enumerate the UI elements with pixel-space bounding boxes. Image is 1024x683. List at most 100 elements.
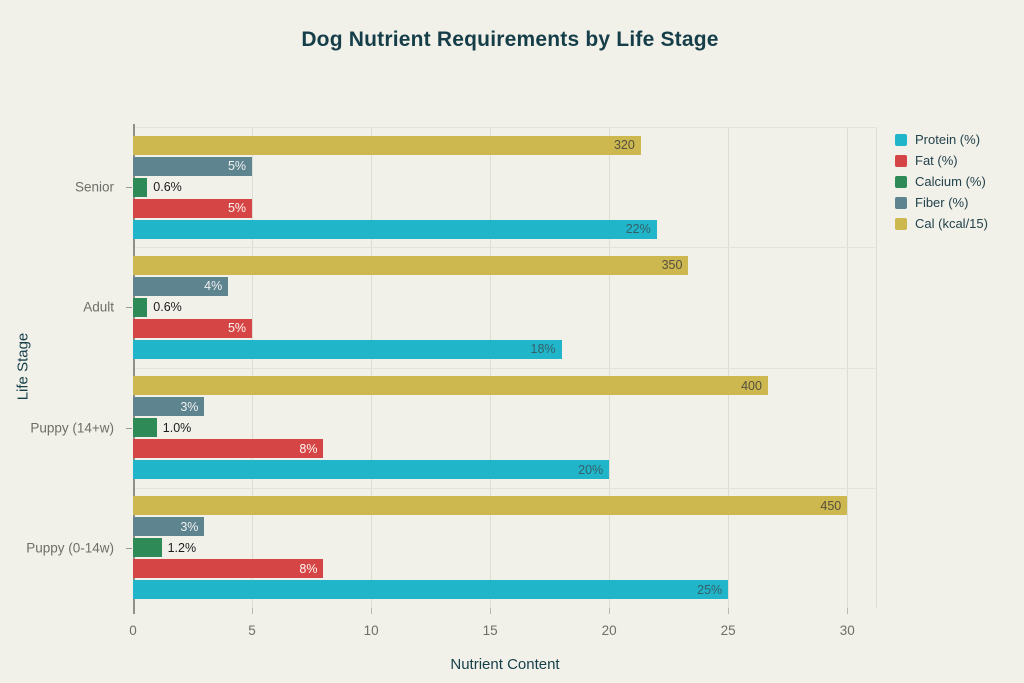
- x-axis-title: Nutrient Content: [450, 656, 560, 673]
- bar-value-label: 5%: [227, 321, 247, 336]
- plot-area: 320 5% 0.6% 5% 22% 350 4% 0.6% 5% 18% 400 3% 1.0% 8% 2…: [133, 124, 877, 614]
- bar-fiber-adult: 4%: [133, 276, 229, 296]
- x-tick-mark: [133, 608, 134, 614]
- bar-protein-senior: 22%: [133, 219, 657, 239]
- y-tick-label-puppy-14-w: Puppy (14+w): [30, 420, 114, 436]
- x-tick-label: 30: [839, 623, 855, 638]
- bar-group-puppy-14-w: 400 3% 1.0% 8% 20%: [133, 368, 877, 488]
- bar-cal-kcal-15-puppy-14-w: 400: [133, 376, 768, 396]
- bar-value-label: 0.6%: [153, 300, 182, 315]
- bar-value-label: 20%: [578, 462, 604, 477]
- bar-cal-kcal-15-puppy-0-14w: 450: [133, 496, 848, 516]
- bar-fat-puppy-14-w: 8%: [133, 439, 324, 459]
- bar-row: 450: [133, 496, 877, 516]
- legend-swatch: [895, 175, 907, 188]
- x-tick-mark: [609, 608, 611, 614]
- legend-item-fiber: Fiber (%): [895, 195, 988, 210]
- bar-calcium-puppy-0-14w: 1.2%: [133, 538, 196, 558]
- bar-calcium-adult: 0.6%: [133, 297, 182, 317]
- bar-value-label: 3%: [180, 399, 199, 414]
- y-axis-line: [133, 124, 135, 614]
- bar-protein-adult: 18%: [133, 339, 562, 359]
- bar-protein-puppy-14-w: 20%: [133, 460, 610, 480]
- y-tick-label-puppy-0-14w: Puppy (0-14w): [26, 540, 114, 556]
- bar-row: 350: [133, 255, 877, 275]
- bar-row: 3%: [133, 517, 877, 537]
- bar-row: 25%: [133, 580, 877, 600]
- y-tick-dash: [126, 307, 132, 309]
- legend-swatch: [895, 133, 907, 146]
- bar-group-senior: 320 5% 0.6% 5% 22%: [133, 127, 877, 247]
- bar-group-adult: 350 4% 0.6% 5% 18%: [133, 247, 877, 367]
- bar-row: 5%: [133, 318, 877, 338]
- x-tick-label: 15: [482, 623, 498, 638]
- group-separator: [133, 487, 877, 489]
- legend-item-cal-kcal-15: Cal (kcal/15): [895, 216, 988, 231]
- bar-value-label: 1.0%: [162, 420, 192, 435]
- bar-fiber-puppy-14-w: 3%: [133, 397, 205, 417]
- bar-value-label: 3%: [180, 519, 199, 534]
- bar-row: 1.2%: [133, 538, 877, 558]
- y-tick-dash: [126, 427, 132, 429]
- group-separator: [133, 367, 877, 369]
- bar-row: 0.6%: [133, 297, 877, 317]
- bar-value-label: 1.2%: [167, 540, 197, 555]
- x-tick-label: 25: [720, 623, 736, 638]
- bar-fat-senior: 5%: [133, 198, 253, 218]
- bar-row: 5%: [133, 156, 877, 176]
- chart-title: Dog Nutrient Requirements by Life Stage: [301, 28, 719, 51]
- legend: Protein (%) Fat (%) Calcium (%) Fiber (%) Ca…: [895, 132, 988, 231]
- x-tick-mark: [490, 608, 492, 614]
- legend-label: Calcium (%): [915, 174, 986, 189]
- bar-calcium-puppy-14-w: 1.0%: [133, 418, 191, 438]
- bar-value-label: 0.6%: [153, 180, 182, 195]
- bar-group-puppy-0-14w: 450 3% 1.2% 8% 25%: [133, 488, 877, 608]
- bar-row: 1.0%: [133, 418, 877, 438]
- bar-calcium-senior: 0.6%: [133, 177, 182, 197]
- bar-value-label: 8%: [299, 441, 318, 456]
- x-tick-mark: [371, 608, 373, 614]
- bar-cal-kcal-15-senior: 320: [133, 135, 641, 155]
- bar-fiber-senior: 5%: [133, 156, 253, 176]
- y-tick-dash: [126, 187, 132, 189]
- x-tick-mark: [252, 608, 254, 614]
- bar-row: 3%: [133, 397, 877, 417]
- legend-label: Cal (kcal/15): [915, 216, 988, 231]
- bar-value-label: 320: [613, 138, 635, 153]
- bar-cal-kcal-15-adult: 350: [133, 255, 689, 275]
- legend-swatch: [895, 217, 907, 230]
- legend-item-fat: Fat (%): [895, 153, 988, 168]
- legend-label: Fat (%): [915, 153, 958, 168]
- bar-row: 20%: [133, 460, 877, 480]
- bar-fat-adult: 5%: [133, 318, 253, 338]
- legend-item-calcium: Calcium (%): [895, 174, 988, 189]
- bar-row: 320: [133, 135, 877, 155]
- legend-label: Fiber (%): [915, 195, 969, 210]
- bar-value-label: 18%: [530, 342, 556, 357]
- y-tick-label-adult: Adult: [83, 299, 114, 315]
- bar-row: 400: [133, 376, 877, 396]
- bar-row: 22%: [133, 219, 877, 239]
- bar-row: 0.6%: [133, 177, 877, 197]
- x-tick-label: 20: [601, 623, 617, 638]
- legend-item-protein: Protein (%): [895, 132, 988, 147]
- y-tick-dash: [126, 547, 132, 549]
- x-tick-mark: [847, 608, 849, 614]
- bar-value-label: 450: [820, 498, 842, 513]
- bar-row: 8%: [133, 439, 877, 459]
- bar-value-label: 25%: [697, 582, 723, 597]
- group-separator: [133, 127, 877, 128]
- x-tick-label: 10: [363, 623, 379, 638]
- bar-value-label: 400: [741, 378, 762, 393]
- x-tick-label: 0: [129, 623, 137, 638]
- bar-row: 8%: [133, 559, 877, 579]
- y-axis-title: Life Stage: [14, 332, 32, 401]
- bar-row: 5%: [133, 198, 877, 218]
- legend-label: Protein (%): [915, 132, 981, 147]
- bar-row: 4%: [133, 276, 877, 296]
- bar-value-label: 8%: [299, 561, 318, 576]
- bar-value-label: 5%: [227, 159, 247, 174]
- bar-row: 18%: [133, 339, 877, 359]
- bar-value-label: 22%: [625, 222, 651, 237]
